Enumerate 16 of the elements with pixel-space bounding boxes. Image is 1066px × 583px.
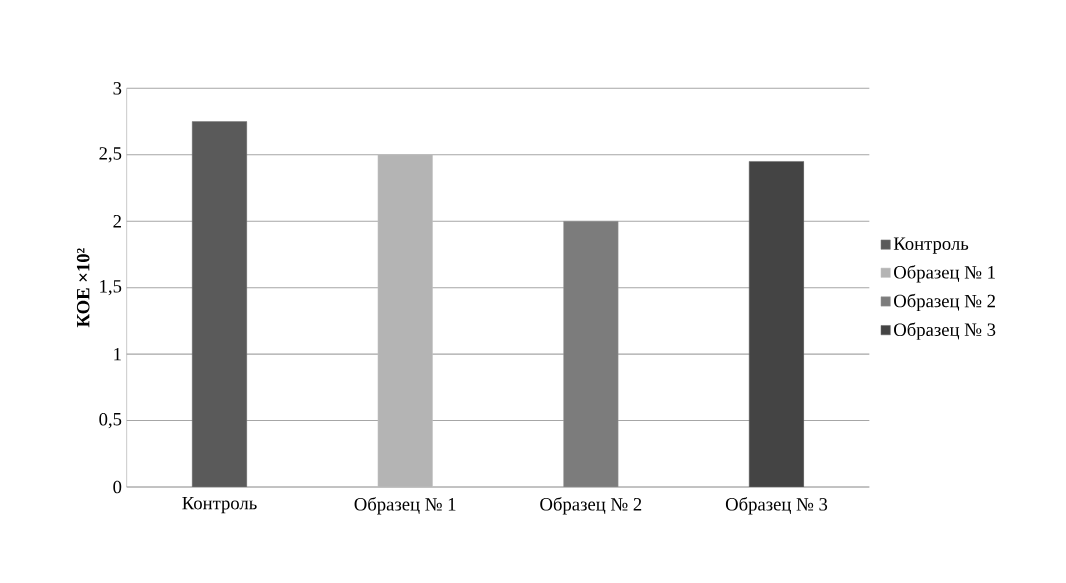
y-tick-label: 1,5 <box>100 280 122 296</box>
y-tick-label: 1 <box>114 347 121 361</box>
y-axis-title: КОЕ ×10² <box>76 248 90 328</box>
legend-label: Образец № 1 <box>894 265 995 283</box>
y-tick-label: 0,5 <box>99 412 122 429</box>
legend-label: Образец № 3 <box>894 322 996 340</box>
y-tick-label: 2,5 <box>99 147 122 163</box>
x-tick-label: Образец № 2 <box>540 497 642 515</box>
legend-label: Контроль <box>893 237 969 254</box>
y-tick-label: 3 <box>113 82 122 95</box>
y-tick-label: 2 <box>113 215 121 228</box>
x-tick-label: Образец № 1 <box>354 497 456 515</box>
x-tick-label: Контроль <box>182 497 257 514</box>
x-tick-label: Образец № 3 <box>725 497 828 515</box>
legend-label: Образец № 2 <box>894 293 995 312</box>
y-tick-label: 0 <box>113 480 122 494</box>
